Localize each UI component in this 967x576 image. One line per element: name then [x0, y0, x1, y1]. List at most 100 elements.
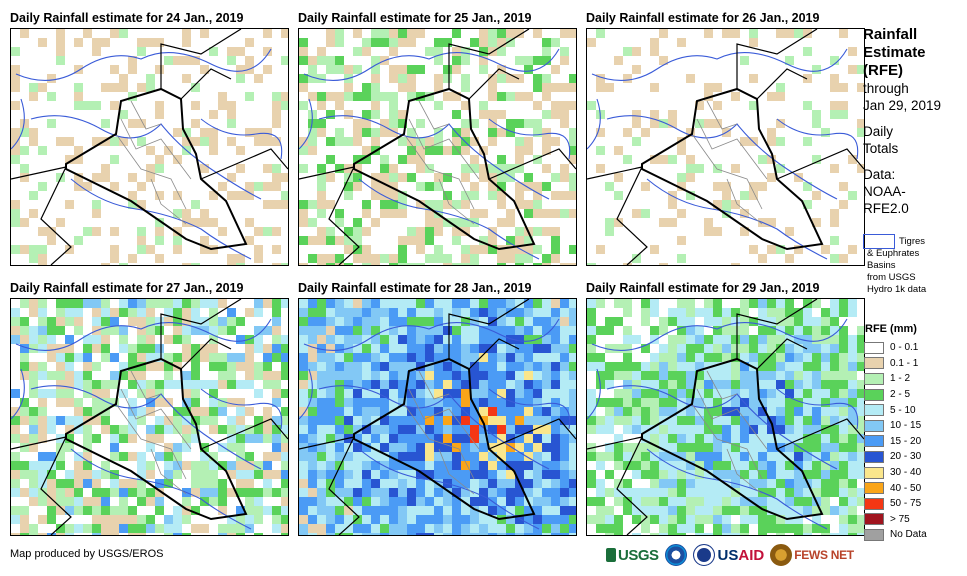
rainfall-map — [10, 298, 289, 536]
rfe-legend-item: 40 - 50 — [864, 480, 927, 496]
rfe-legend-item: 5 - 10 — [864, 402, 927, 418]
legend-title-line: Rainfall — [863, 26, 918, 43]
rainfall-cells — [587, 299, 864, 535]
legend-totals-line: Daily — [863, 124, 894, 139]
province-line — [696, 388, 768, 450]
iraq-border — [65, 87, 248, 251]
legend: Rainfall Estimate (RFE) through Jan 29, … — [863, 26, 963, 541]
rfe-label: 50 - 75 — [890, 498, 922, 510]
legend-totals-line: Totals — [863, 141, 899, 156]
panel-title: Daily Rainfall estimate for 26 Jan., 201… — [586, 11, 820, 25]
basin-text-line: Hydro 1k data — [867, 284, 927, 295]
province-line — [120, 388, 192, 450]
rfe-swatch — [864, 388, 884, 401]
rfe-label: 10 - 15 — [890, 420, 922, 432]
rfe-label: 0.1 - 1 — [890, 357, 919, 369]
basin-line — [200, 388, 283, 430]
rainfall-map — [298, 298, 577, 536]
rfe-swatch — [864, 450, 884, 463]
panel-title: Daily Rainfall estimate for 29 Jan., 201… — [586, 281, 820, 295]
basin-line — [70, 178, 252, 260]
panel-29jan: Daily Rainfall estimate for 29 Jan., 201… — [586, 279, 865, 537]
panel-title: Daily Rainfall estimate for 24 Jan., 201… — [10, 11, 244, 25]
rfe-label: 0 - 0.1 — [890, 342, 919, 354]
basin-line — [646, 178, 828, 260]
border-line — [448, 29, 530, 89]
legend-title-line: Estimate — [863, 44, 926, 61]
rfe-legend-item: 2 - 5 — [864, 387, 927, 403]
border-line — [160, 299, 242, 359]
basin-line — [587, 98, 601, 150]
province-line — [115, 403, 187, 480]
province-line — [706, 100, 738, 130]
province-line — [408, 118, 480, 180]
panel-28jan: Daily Rainfall estimate for 28 Jan., 201… — [298, 279, 577, 537]
rfe-label: 30 - 40 — [890, 467, 922, 479]
rfe-legend-item: 20 - 30 — [864, 449, 927, 465]
border-line — [587, 166, 648, 265]
province-line — [438, 178, 475, 225]
border-line — [180, 338, 232, 370]
border-line — [776, 418, 864, 450]
basin-line — [303, 318, 560, 351]
rfe-swatch — [864, 357, 884, 370]
fews-net-seal-icon — [770, 544, 793, 566]
rfe-label: 20 - 30 — [890, 451, 922, 463]
rfe-legend-list: 0 - 0.1 0.1 - 1 1 - 2 2 - 5 5 - 10 10 - 15 15 … — [864, 340, 927, 543]
rfe-legend-item: 1 - 2 — [864, 371, 927, 387]
border-line — [736, 29, 818, 89]
rfe-swatch — [864, 513, 884, 526]
province-line — [418, 370, 450, 400]
rfe-swatch — [864, 482, 884, 495]
rfe-swatch — [864, 435, 884, 448]
basin-text-line: from USGS — [867, 272, 916, 283]
rfe-legend-item: 0.1 - 1 — [864, 356, 927, 372]
basin-line — [591, 48, 848, 81]
usgs-mark-icon — [606, 548, 616, 562]
province-line — [403, 403, 475, 480]
basin-line — [299, 368, 313, 420]
rainfall-cells — [11, 299, 288, 535]
legend-data-line: RFE2.0 — [863, 201, 909, 216]
rfe-label: 15 - 20 — [890, 435, 922, 447]
basin-line — [299, 98, 313, 150]
basin-line — [488, 118, 571, 160]
rainfall-map — [10, 28, 289, 266]
rfe-legend-item: 30 - 40 — [864, 465, 927, 481]
border-line — [180, 68, 232, 100]
basin-legend-text: Tigres & Euphrates Basins from USGS Hydr… — [867, 236, 963, 296]
border-line — [756, 68, 808, 100]
border-line — [11, 166, 72, 265]
panel-27jan: Daily Rainfall estimate for 27 Jan., 201… — [10, 279, 289, 537]
basin-line — [303, 48, 560, 81]
rfe-legend-item: 0 - 0.1 — [864, 340, 927, 356]
legend-through-date: Jan 29, 2019 — [863, 98, 942, 113]
province-line — [150, 448, 187, 495]
border-line — [11, 436, 72, 535]
border-line — [468, 338, 520, 370]
basin-line — [591, 318, 848, 351]
rfe-label: > 75 — [890, 513, 910, 525]
legend-data-line: NOAA- — [863, 184, 906, 199]
basin-line — [358, 448, 540, 530]
border-line — [736, 299, 818, 359]
rainfall-map — [586, 28, 865, 266]
border-line — [160, 29, 242, 89]
province-line — [408, 388, 480, 450]
rfe-legend-item: 10 - 15 — [864, 418, 927, 434]
rfe-label: 1 - 2 — [890, 373, 911, 385]
border-line — [200, 418, 288, 450]
iraq-border — [353, 87, 536, 251]
panel-title: Daily Rainfall estimate for 27 Jan., 201… — [10, 281, 244, 295]
province-line — [115, 133, 187, 210]
rainfall-cells — [587, 29, 864, 265]
basin-line — [776, 118, 859, 160]
rfe-swatch — [864, 404, 884, 417]
basin-line — [488, 388, 571, 430]
basin-line — [70, 448, 252, 530]
rainfall-map — [298, 28, 577, 266]
noaa-logo — [664, 544, 687, 566]
basin-outline-swatch — [863, 234, 895, 249]
border-line — [468, 68, 520, 100]
border-line — [488, 418, 576, 450]
